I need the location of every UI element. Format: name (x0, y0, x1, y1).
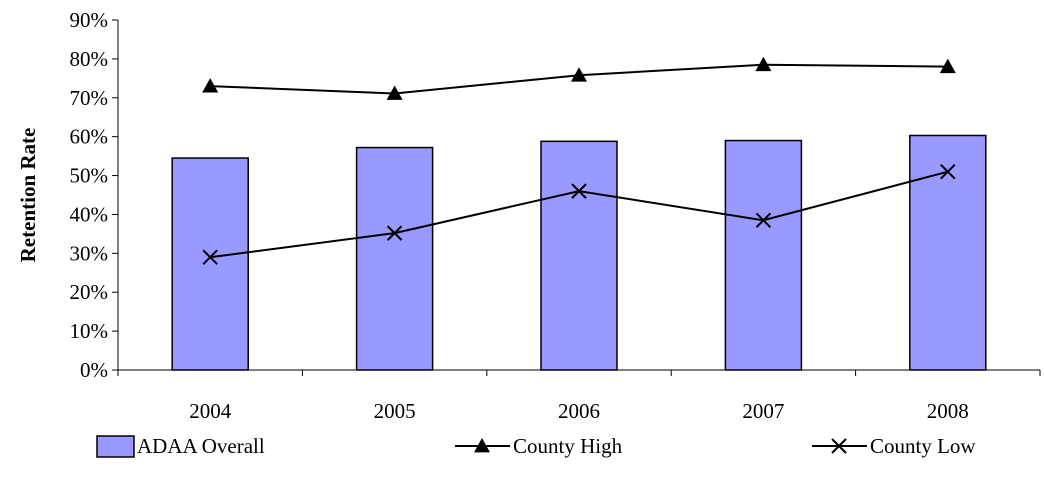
county-high-point-2007 (755, 56, 772, 72)
x-tick-label: 2005 (374, 399, 416, 423)
county-low-point-2004 (202, 249, 218, 265)
x-marker-stroke (755, 212, 772, 228)
y-tick-label: 30% (70, 241, 109, 265)
y-tick-label: 40% (70, 202, 109, 226)
legend-swatch (96, 435, 135, 458)
y-tick-label: 70% (70, 86, 109, 110)
legend-triangle-marker (474, 438, 490, 453)
bar-2005 (355, 146, 434, 371)
legend-label: County High (513, 434, 623, 458)
y-tick-label: 0% (80, 358, 108, 382)
y-tick-label: 80% (70, 47, 109, 71)
x-marker-stroke (831, 438, 847, 454)
x-marker-stroke (571, 183, 587, 199)
county-high-point-2004 (202, 78, 219, 93)
x-tick-label: 2006 (558, 399, 600, 423)
bar-2008 (909, 134, 987, 371)
legend: ADAA Overall County High County Low (96, 434, 976, 458)
x-tick-label: 2008 (927, 399, 969, 423)
x-marker-stroke (202, 249, 218, 265)
y-axis-label: Retention Rate (16, 128, 40, 263)
county-high-point-2005 (386, 85, 403, 100)
bar-2007 (724, 139, 803, 371)
y-tick-label: 60% (70, 125, 109, 149)
y-tick-label: 50% (70, 164, 109, 188)
legend-item-county-low: County Low (812, 434, 976, 458)
bar-2004 (171, 157, 249, 371)
legend-label: ADAA Overall (137, 434, 265, 458)
county-low-point-2006 (571, 183, 587, 199)
x-marker-stroke (940, 163, 956, 180)
line-series (202, 56, 956, 265)
bar-series (171, 134, 987, 371)
county-high-point-2006 (571, 67, 587, 82)
x-tick-label: 2004 (189, 399, 232, 423)
legend-label: County Low (870, 434, 976, 458)
y-tick-label: 10% (70, 319, 109, 343)
legend-x-marker (831, 438, 847, 454)
y-tick-label: 20% (70, 280, 109, 304)
y-tick-label: 90% (70, 8, 109, 32)
county-low-point-2007 (755, 212, 772, 228)
county-low-point-2008 (940, 163, 956, 180)
axes: 0% 10% 20% 30% 40% 50% 60% 70% 80% 90% 2004 2005 200… (70, 8, 1041, 423)
x-marker-stroke (386, 225, 403, 241)
county-high-point-2008 (939, 58, 956, 74)
legend-item-county-high: County High (455, 434, 623, 458)
county-low-point-2005 (386, 225, 403, 241)
bar-2006 (540, 140, 618, 371)
x-tick-label: 2007 (742, 399, 784, 423)
legend-item-adaa-overall: ADAA Overall (96, 434, 265, 458)
